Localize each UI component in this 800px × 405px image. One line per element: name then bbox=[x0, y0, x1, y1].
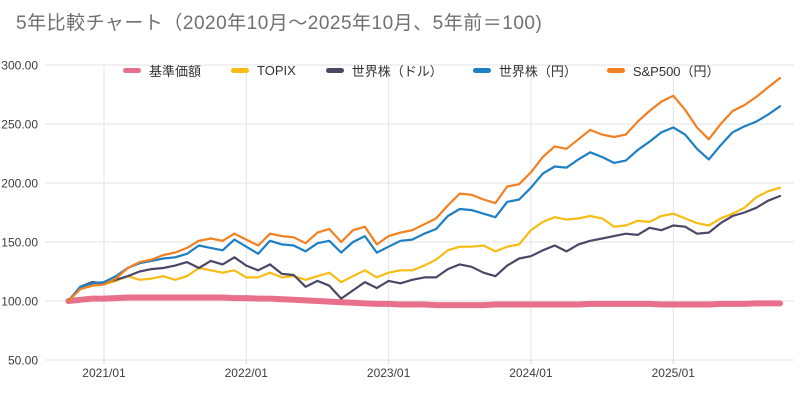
legend-item-topix[interactable]: TOPIX bbox=[231, 63, 296, 78]
x-axis-tick-label: 2023/01 bbox=[367, 366, 411, 380]
legend-label: 世界株（ドル） bbox=[351, 63, 443, 79]
x-axis-tick-label: 2021/01 bbox=[82, 366, 126, 380]
legend-item-world-usd[interactable]: 世界株（ドル） bbox=[325, 61, 443, 80]
series-line-fund-nav bbox=[65, 294, 783, 309]
y-axis-tick-label: 200.00 bbox=[1, 177, 38, 191]
legend-label: 基準価額 bbox=[149, 63, 202, 79]
legend-item-fund-nav[interactable]: 基準価額 bbox=[123, 61, 201, 80]
y-axis-tick-label: 150.00 bbox=[1, 236, 38, 250]
series-line-topix bbox=[67, 186, 782, 303]
y-axis-tick-label: 300.00 bbox=[1, 59, 38, 73]
legend-swatch-icon bbox=[472, 67, 491, 73]
legend-item-world-jpy[interactable]: 世界株（円） bbox=[472, 61, 577, 80]
chart-legend: 基準価額 TOPIX 世界株（ドル） 世界株（円） S&P500（円） bbox=[123, 61, 720, 79]
series-line-sp500-jpy bbox=[67, 76, 782, 303]
x-axis-tick-label: 2025/01 bbox=[652, 366, 696, 380]
y-axis-tick-label: 100.00 bbox=[1, 295, 38, 309]
legend-swatch-icon bbox=[606, 67, 625, 73]
legend-swatch-icon bbox=[231, 67, 250, 73]
x-axis-tick-label: 2024/01 bbox=[509, 366, 553, 380]
y-axis-tick-label: 50.00 bbox=[8, 354, 38, 368]
legend-item-sp500-jpy[interactable]: S&P500（円） bbox=[606, 61, 720, 80]
y-axis-tick-label: 250.00 bbox=[1, 118, 38, 132]
legend-swatch-icon bbox=[325, 67, 344, 73]
series-line-world-usd bbox=[67, 194, 782, 303]
x-axis-tick-label: 2022/01 bbox=[225, 366, 269, 380]
chart-title: 5年比較チャート（2020年10月～2025年10月、5年前＝100) bbox=[16, 13, 543, 34]
legend-label: TOPIX bbox=[257, 62, 296, 78]
legend-label: 世界株（円） bbox=[498, 63, 577, 79]
series-line-world-jpy bbox=[67, 105, 782, 303]
legend-label: S&P500（円） bbox=[632, 63, 720, 79]
legend-swatch-icon bbox=[123, 67, 141, 73]
